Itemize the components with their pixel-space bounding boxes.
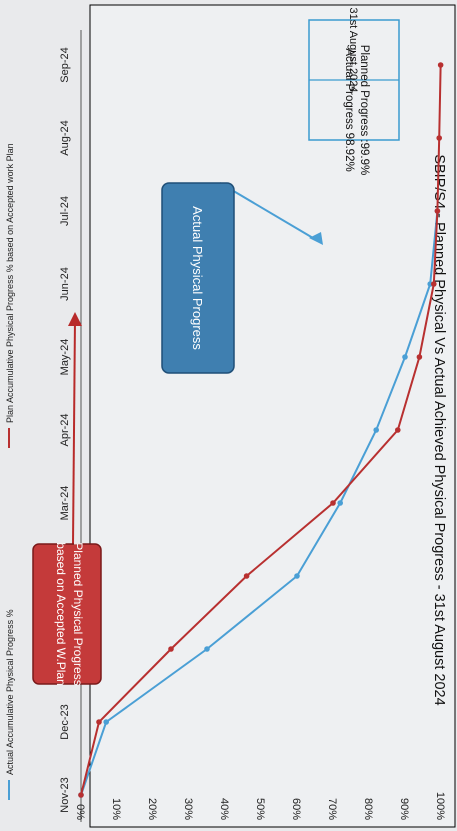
- x-tick-label: Aug-24: [59, 120, 71, 155]
- y-tick-label: 100%: [434, 792, 446, 820]
- actual-callout-box: [161, 182, 235, 374]
- axes: 0% 10% 20% 30% 40% 50% 60% 70% 80% 90% 100% Nov-23 D…: [59, 30, 446, 822]
- series-point-0: [294, 573, 300, 579]
- y-tick-label: 60%: [290, 798, 302, 820]
- series-point-1: [330, 500, 336, 506]
- series-point-1: [394, 427, 401, 433]
- x-tick-label: Mar-24: [59, 486, 71, 521]
- series-point-1: [96, 719, 102, 725]
- x-tick-label: Sep-24: [59, 47, 71, 82]
- series-point-1: [78, 792, 84, 798]
- legend: Actual Accumulative Physical Progress % P…: [5, 143, 15, 800]
- planned-callout: Planned Physical Progress based on Accep…: [32, 312, 102, 686]
- rotated-chart: SBIP/S4 - Planned Physical Vs Actual Ach…: [5, 4, 456, 828]
- planned-callout-pointer: [72, 317, 76, 545]
- plot-area: [89, 4, 456, 828]
- y-tick-label: 40%: [218, 798, 230, 820]
- series-point-0: [103, 719, 109, 725]
- info-box: 31st August 2024 Planned Progress :99.9%…: [308, 7, 400, 175]
- series-point-1: [243, 573, 250, 579]
- y-tick-label: 0%: [74, 804, 86, 820]
- y-tick-label: 30%: [182, 798, 194, 820]
- x-tick-label: Dec-23: [59, 704, 71, 739]
- series-point-1: [430, 281, 437, 287]
- x-tick-label: Jul-24: [59, 196, 71, 226]
- actual-callout-arrowhead: [309, 232, 323, 245]
- x-tick-label: Jun-24: [59, 267, 71, 301]
- x-tick-label: Nov-23: [59, 777, 71, 812]
- legend-item-0: Actual Accumulative Physical Progress %: [5, 609, 15, 800]
- series-point-0: [402, 354, 408, 360]
- info-planned: Planned Progress :99.9%: [358, 45, 370, 175]
- y-tick-label: 90%: [398, 798, 410, 820]
- planned-callout-line2: based on Accepted W.Plan: [54, 542, 68, 685]
- y-tick-label: 70%: [326, 798, 338, 820]
- series-point-0: [373, 427, 379, 433]
- planned-callout-box: [32, 543, 102, 685]
- info-actual: Actual Progress 98.92%: [343, 48, 355, 171]
- y-tick-label: 80%: [362, 798, 374, 820]
- chart-title: SBIP/S4 - Planned Physical Vs Actual Ach…: [431, 154, 447, 705]
- x-tick-label: May-24: [59, 339, 71, 376]
- series-point-1: [436, 135, 443, 141]
- info-date: 31st August 2024: [347, 7, 359, 92]
- actual-callout-pointer: [219, 182, 314, 239]
- y-tick-label: 10%: [110, 798, 122, 820]
- y-tick-label: 20%: [146, 798, 158, 820]
- planned-callout-line1: Planned Physical Progress: [71, 542, 85, 685]
- planned-callout-arrowhead: [68, 312, 82, 326]
- series-point-1: [434, 208, 441, 214]
- actual-callout: Actual Physical Progress: [161, 182, 323, 374]
- series-point-1: [437, 62, 444, 68]
- legend-item-1: Plan Accumulative Physical Progress % ba…: [5, 143, 15, 448]
- x-tick-label: Apr-24: [59, 413, 71, 446]
- y-tick-label: 50%: [254, 798, 266, 820]
- series-layer: [78, 62, 444, 798]
- legend-label: Actual Accumulative Physical Progress %: [5, 609, 15, 775]
- actual-callout-text: Actual Physical Progress: [190, 206, 205, 350]
- series-point-1: [416, 354, 423, 360]
- series-point-0: [204, 646, 210, 652]
- series-point-0: [337, 500, 343, 506]
- legend-label: Plan Accumulative Physical Progress % ba…: [5, 143, 15, 423]
- series-point-1: [168, 646, 174, 652]
